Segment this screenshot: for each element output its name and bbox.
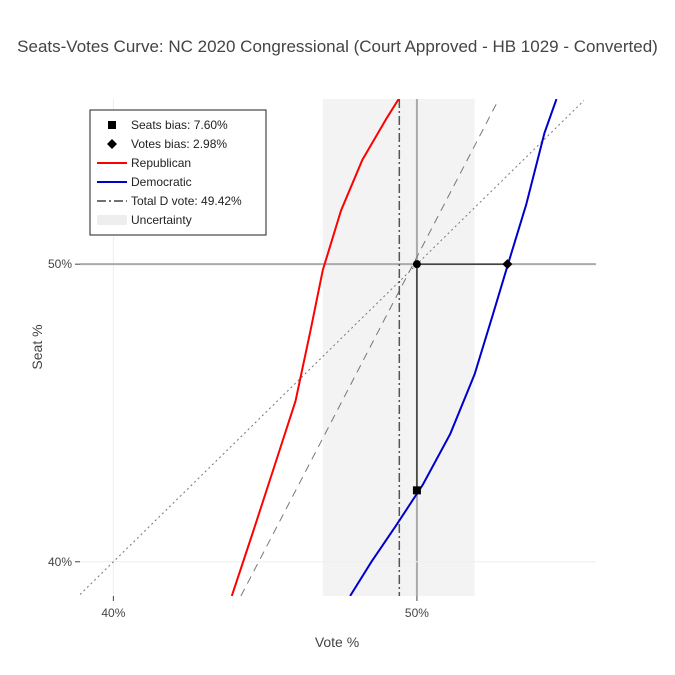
legend: Seats bias: 7.60% Votes bias: 2.98% Republ… bbox=[89, 109, 267, 236]
legend-label: Democratic bbox=[131, 175, 192, 189]
plot-area: 40% 50% 40% 50% bbox=[48, 99, 596, 620]
legend-label: Total D vote: 49.42% bbox=[131, 194, 242, 208]
legend-label: Seats bias: 7.60% bbox=[131, 118, 228, 132]
votes-bias-marker bbox=[502, 259, 513, 270]
legend-label: Votes bias: 2.98% bbox=[131, 137, 227, 151]
legend-symbol-band bbox=[97, 215, 127, 225]
legend-label: Republican bbox=[131, 156, 191, 170]
seats-bias-marker bbox=[412, 486, 421, 495]
republican-curve bbox=[230, 99, 400, 596]
y-tick-label: 50% bbox=[48, 257, 72, 271]
series-group bbox=[230, 99, 558, 596]
x-axis-title: Vote % bbox=[315, 634, 359, 650]
y-axis-title: Seat % bbox=[29, 324, 45, 369]
reference-lines bbox=[80, 99, 585, 596]
legend-box bbox=[89, 109, 267, 236]
bias-origin-point bbox=[412, 260, 421, 269]
x-tick-label: 50% bbox=[405, 606, 429, 620]
y-tick-label: 40% bbox=[48, 555, 72, 569]
legend-symbol-diamond bbox=[107, 139, 117, 149]
legend-symbol-square bbox=[108, 121, 116, 129]
reference-line-dashed bbox=[240, 99, 500, 596]
democratic-curve bbox=[349, 99, 558, 596]
x-tick-label: 40% bbox=[101, 606, 125, 620]
legend-label: Uncertainty bbox=[131, 213, 192, 227]
chart-title: Seats-Votes Curve: NC 2020 Congressional… bbox=[17, 37, 658, 56]
